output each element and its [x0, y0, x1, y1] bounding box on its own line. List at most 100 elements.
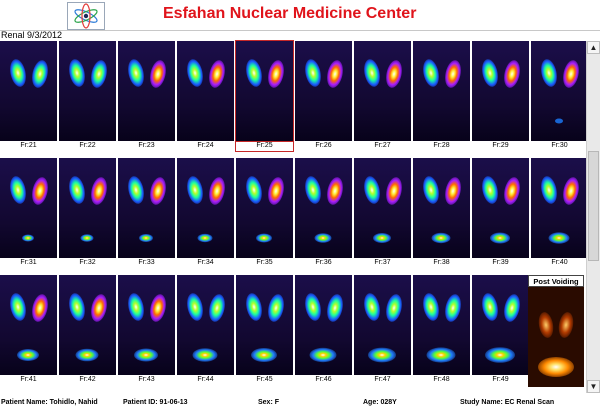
frame-label: Fr:25	[256, 142, 273, 149]
frame-27[interactable]: Fr:27	[354, 41, 411, 151]
frame-label: Fr:30	[551, 142, 568, 149]
frame-45[interactable]: Fr:45	[236, 275, 293, 385]
frame-image	[118, 158, 175, 258]
frame-30[interactable]: Fr:30	[531, 41, 588, 151]
frame-label: Fr:31	[20, 259, 37, 266]
frame-34[interactable]: Fr:34	[177, 158, 234, 268]
frame-43[interactable]: Fr:43	[118, 275, 175, 385]
frame-21[interactable]: Fr:21	[0, 41, 57, 151]
frame-image	[0, 41, 57, 141]
frame-label: Fr:36	[315, 259, 332, 266]
frame-label: Fr:32	[79, 259, 96, 266]
frame-29[interactable]: Fr:29	[472, 41, 529, 151]
frame-image	[118, 41, 175, 141]
atom-logo-icon	[67, 2, 105, 30]
frame-label: Fr:43	[138, 376, 155, 383]
scroll-thumb[interactable]	[588, 151, 599, 261]
frame-label: Fr:24	[197, 142, 214, 149]
frame-label: Fr:34	[197, 259, 214, 266]
frame-23[interactable]: Fr:23	[118, 41, 175, 151]
frame-49[interactable]: Fr:49	[472, 275, 529, 385]
post-voiding-panel[interactable]: Post Voiding	[528, 275, 584, 387]
frame-40[interactable]: Fr:40	[531, 158, 588, 268]
frame-image	[59, 158, 116, 258]
frame-label: Fr:47	[374, 376, 391, 383]
patient-age: Age: 028Y	[363, 399, 397, 406]
study-label: Renal 9/3/2012	[1, 30, 63, 40]
frame-25[interactable]: Fr:25	[235, 40, 294, 152]
frame-image	[531, 158, 588, 258]
frame-label: Fr:46	[315, 376, 332, 383]
frame-image	[354, 275, 411, 375]
frame-24[interactable]: Fr:24	[177, 41, 234, 151]
frame-image	[295, 41, 352, 141]
frame-image	[0, 158, 57, 258]
frames-grid: Fr:21 Fr:22 Fr:23	[0, 40, 588, 393]
frame-label: Fr:22	[79, 142, 96, 149]
scroll-up-button[interactable]: ▲	[587, 41, 600, 54]
frame-image	[413, 275, 470, 375]
frame-image	[472, 158, 529, 258]
frame-label: Fr:33	[138, 259, 155, 266]
patient-footer: Patient Name: Tohidlo, Nahid Patient ID:…	[0, 396, 600, 414]
frame-48[interactable]: Fr:48	[413, 275, 470, 385]
frame-31[interactable]: Fr:31	[0, 158, 57, 268]
frame-image	[59, 41, 116, 141]
frame-label: Fr:21	[20, 142, 37, 149]
frame-35[interactable]: Fr:35	[236, 158, 293, 268]
frame-image	[177, 158, 234, 258]
header: Esfahan Nuclear Medicine Center	[0, 0, 600, 30]
frame-41[interactable]: Fr:41	[0, 275, 57, 385]
frame-28[interactable]: Fr:28	[413, 41, 470, 151]
patient-sex: Sex: F	[258, 399, 280, 406]
frame-42[interactable]: Fr:42	[59, 275, 116, 385]
frame-image	[59, 275, 116, 375]
frame-label: Fr:29	[492, 142, 509, 149]
frame-label: Fr:23	[138, 142, 155, 149]
frame-label: Fr:49	[492, 376, 509, 383]
frame-39[interactable]: Fr:39	[472, 158, 529, 268]
frame-22[interactable]: Fr:22	[59, 41, 116, 151]
frame-image	[235, 40, 294, 142]
frame-38[interactable]: Fr:38	[413, 158, 470, 268]
frame-label: Fr:41	[20, 376, 37, 383]
frame-label: Fr:39	[492, 259, 509, 266]
frame-image	[177, 41, 234, 141]
frame-label: Fr:42	[79, 376, 96, 383]
frame-26[interactable]: Fr:26	[295, 41, 352, 151]
frame-46[interactable]: Fr:46	[295, 275, 352, 385]
frame-label: Fr:37	[374, 259, 391, 266]
frame-image	[413, 41, 470, 141]
frame-36[interactable]: Fr:36	[295, 158, 352, 268]
frame-label: Fr:26	[315, 142, 332, 149]
vertical-scrollbar[interactable]: ▲ ▼	[586, 41, 600, 393]
post-voiding-label: Post Voiding	[528, 275, 584, 287]
frame-image	[295, 158, 352, 258]
frame-32[interactable]: Fr:32	[59, 158, 116, 268]
frame-label: Fr:48	[433, 376, 450, 383]
frame-image	[236, 158, 293, 258]
frame-label: Fr:40	[551, 259, 568, 266]
frame-47[interactable]: Fr:47	[354, 275, 411, 385]
frame-image	[413, 158, 470, 258]
frame-label: Fr:27	[374, 142, 391, 149]
frame-33[interactable]: Fr:33	[118, 158, 175, 268]
post-voiding-image	[528, 287, 584, 387]
frame-image	[531, 41, 588, 141]
frame-label: Fr:45	[256, 376, 273, 383]
frame-label: Fr:35	[256, 259, 273, 266]
frame-37[interactable]: Fr:37	[354, 158, 411, 268]
frame-image	[472, 275, 529, 375]
app-title: Esfahan Nuclear Medicine Center	[163, 5, 417, 22]
frame-image	[354, 158, 411, 258]
study-bar	[0, 30, 600, 42]
frame-label: Fr:28	[433, 142, 450, 149]
frame-image	[295, 275, 352, 375]
frame-image	[177, 275, 234, 375]
frame-44[interactable]: Fr:44	[177, 275, 234, 385]
scroll-down-button[interactable]: ▼	[587, 380, 600, 393]
patient-name: Patient Name: Tohidlo, Nahid	[1, 399, 98, 406]
patient-id: Patient ID: 91-06-13	[123, 399, 188, 406]
frame-image	[0, 275, 57, 375]
frame-image	[118, 275, 175, 375]
